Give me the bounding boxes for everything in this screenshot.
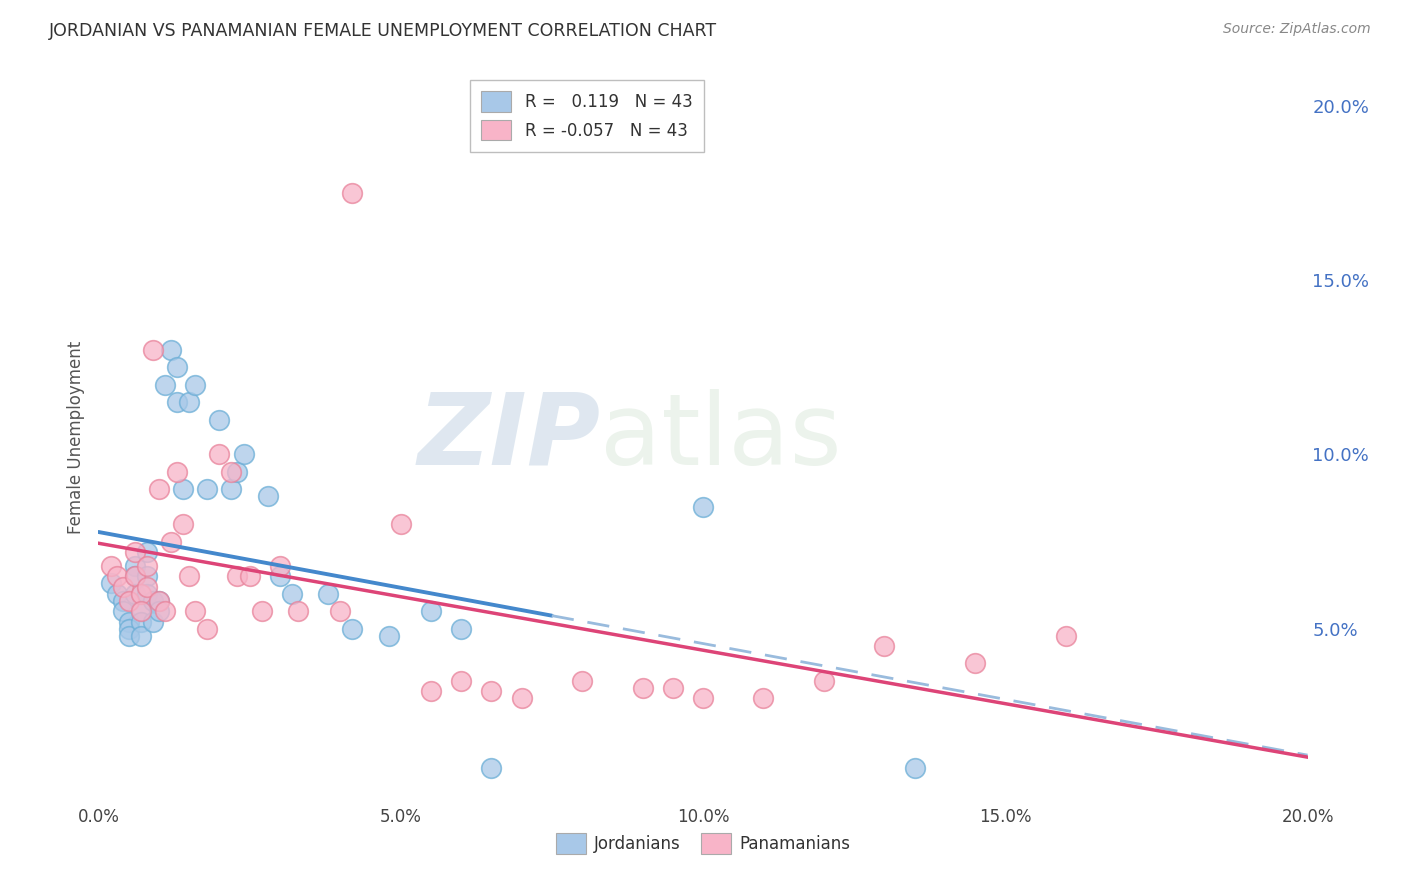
Point [226, 465, 249, 479]
Point [153, 377, 176, 392]
Text: ZIP: ZIP [418, 389, 600, 485]
Point [281, 587, 304, 601]
Point [148, 594, 170, 608]
Point [342, 186, 364, 201]
Point [135, 587, 157, 601]
Point [118, 629, 141, 643]
Point [813, 673, 835, 688]
Point [661, 681, 683, 695]
Point [166, 360, 188, 375]
Point [148, 483, 170, 497]
Point [208, 448, 231, 462]
Point [389, 517, 412, 532]
Point [160, 343, 183, 357]
Point [129, 604, 152, 618]
Text: atlas: atlas [600, 389, 842, 485]
Point [100, 558, 122, 573]
Point [450, 622, 472, 636]
Point [118, 594, 141, 608]
Point [166, 395, 188, 409]
Point [129, 615, 152, 629]
Point [226, 569, 249, 583]
Point [481, 684, 503, 698]
Point [105, 587, 128, 601]
Point [256, 489, 278, 503]
Point [172, 517, 194, 532]
Point [221, 483, 243, 497]
Point [221, 465, 243, 479]
Point [450, 673, 472, 688]
Point [1054, 629, 1077, 643]
Point [631, 681, 654, 695]
Point [100, 576, 122, 591]
Point [239, 569, 262, 583]
Point [329, 604, 352, 618]
Point [904, 761, 927, 775]
Point [510, 691, 533, 706]
Point [111, 604, 134, 618]
Point [166, 465, 188, 479]
Text: Source: ZipAtlas.com: Source: ZipAtlas.com [1223, 22, 1371, 37]
Point [269, 558, 291, 573]
Point [124, 569, 146, 583]
Point [965, 657, 987, 671]
Text: JORDANIAN VS PANAMANIAN FEMALE UNEMPLOYMENT CORRELATION CHART: JORDANIAN VS PANAMANIAN FEMALE UNEMPLOYM… [49, 22, 717, 40]
Point [873, 639, 896, 653]
Point [160, 534, 183, 549]
Point [135, 558, 157, 573]
Point [232, 448, 254, 462]
Point [124, 558, 146, 573]
Point [179, 395, 201, 409]
Point [692, 500, 714, 514]
Point [269, 569, 291, 583]
Point [148, 604, 170, 618]
Point [129, 587, 152, 601]
Point [124, 545, 146, 559]
Point [135, 545, 157, 559]
Point [135, 569, 157, 583]
Point [111, 580, 134, 594]
Point [124, 569, 146, 583]
Point [111, 594, 134, 608]
Point [184, 604, 207, 618]
Point [377, 629, 399, 643]
Point [250, 604, 273, 618]
Point [208, 412, 231, 426]
Point [342, 622, 364, 636]
Point [118, 622, 141, 636]
Point [752, 691, 775, 706]
Point [142, 615, 165, 629]
Point [129, 604, 152, 618]
Legend: Jordanians, Panamanians: Jordanians, Panamanians [550, 827, 856, 860]
Point [135, 580, 157, 594]
Point [184, 377, 207, 392]
Point [142, 343, 165, 357]
Y-axis label: Female Unemployment: Female Unemployment [66, 341, 84, 533]
Point [195, 483, 218, 497]
Point [129, 629, 152, 643]
Point [124, 587, 146, 601]
Point [287, 604, 309, 618]
Point [420, 604, 443, 618]
Point [692, 691, 714, 706]
Point [420, 684, 443, 698]
Point [153, 604, 176, 618]
Point [105, 569, 128, 583]
Point [481, 761, 503, 775]
Point [142, 594, 165, 608]
Point [316, 587, 339, 601]
Point [179, 569, 201, 583]
Point [148, 594, 170, 608]
Point [172, 483, 194, 497]
Point [118, 615, 141, 629]
Point [195, 622, 218, 636]
Point [571, 673, 593, 688]
